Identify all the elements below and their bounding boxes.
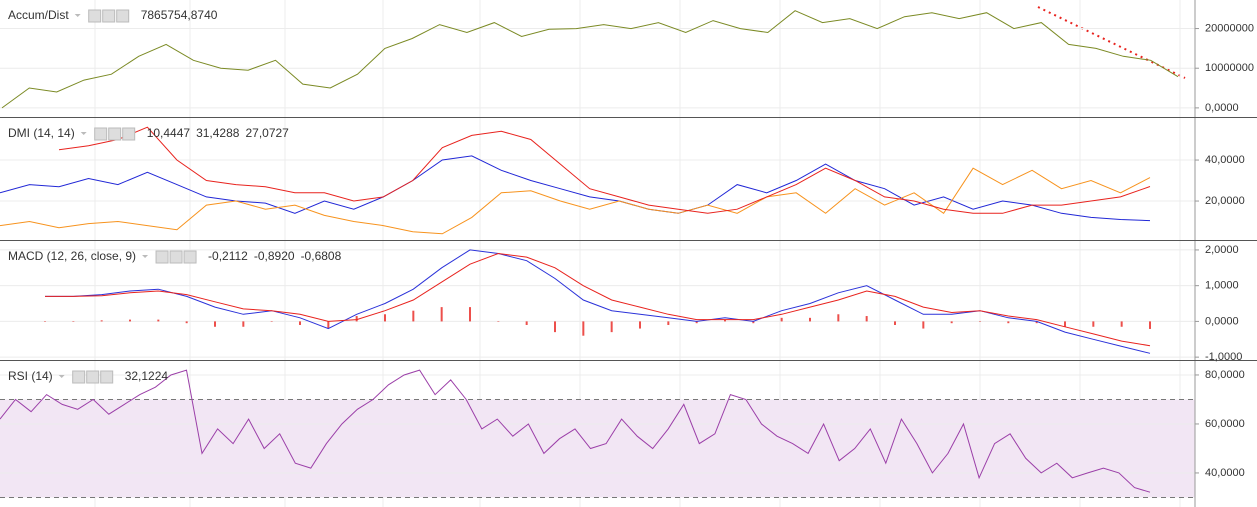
histogram-bar [922,321,925,329]
series-line [45,252,1151,347]
value-label: 10,4447 [147,126,191,140]
histogram-bar [469,307,471,322]
histogram-bar [327,321,330,329]
pane-button[interactable] [108,127,122,141]
dropdown-arrow [58,375,65,378]
value-label: 27,0727 [245,126,289,140]
histogram-bar [667,321,670,325]
y-tick-label: 10000000 [1205,62,1254,74]
y-tick-label: -1,0000 [1205,351,1242,363]
histogram-bar [1035,321,1038,324]
histogram-bar [1007,321,1010,324]
value-label: -0,6808 [301,249,342,263]
histogram-bar [837,314,840,322]
histogram-bar [979,321,981,322]
y-tick-label: 20,0000 [1205,195,1245,207]
pane-button[interactable] [155,250,169,264]
pane-button[interactable] [116,9,130,23]
y-tick-label: 0,0000 [1205,315,1239,327]
value-label: -0,8920 [254,249,295,263]
histogram-bar [440,307,443,322]
histogram-bar [525,321,528,325]
dropdown-arrow [80,132,87,135]
rsi-band [0,399,1195,498]
pane-button[interactable] [88,9,102,23]
pane-button[interactable] [183,250,197,264]
histogram-bar [554,321,556,333]
histogram-bar [100,320,103,322]
y-tick-label: 40,0000 [1205,154,1245,166]
pane-title: DMI (14, 14) [8,126,75,140]
value-label: 32,1224 [125,369,169,383]
histogram-bar [355,316,358,322]
histogram-bar [780,317,783,322]
histogram-bar [894,321,896,325]
histogram-bar [214,321,216,327]
histogram-bar [270,321,273,322]
pane-button[interactable] [122,127,136,141]
series-line [58,126,1151,214]
histogram-bar [412,310,415,322]
y-tick-label: 80,0000 [1205,369,1245,381]
pane-button[interactable] [102,9,116,23]
y-tick-label: 1,0000 [1205,280,1239,292]
y-tick-label: 2,0000 [1205,244,1239,256]
value-label: -0,2112 [208,249,248,263]
y-tick-label: 60,0000 [1205,418,1245,430]
histogram-bar [950,321,953,324]
header-layer: Accum/Dist 7865754,8740 DMI (14, 14) 10,444… [8,8,342,384]
histogram-bar [1120,321,1123,327]
histogram-bar [639,321,641,329]
histogram-bar [724,319,726,322]
histogram-bar [1092,321,1095,327]
y-tick-label: 0,0000 [1205,102,1239,114]
histogram-bar [299,321,301,325]
histogram-bar [1149,321,1151,329]
histogram-bar [865,316,868,322]
histogram-bar [384,314,386,322]
histogram-bar [497,321,500,322]
dropdown-arrow [74,14,81,17]
value-label: 7865754,8740 [141,8,218,22]
histogram-bar [1064,321,1066,327]
histogram-bar [610,321,613,333]
histogram-bar [72,321,75,322]
histogram-bar [129,319,131,322]
pane-button[interactable] [94,127,108,141]
series-line [0,167,1151,235]
pane-button[interactable] [86,370,100,384]
histogram-bar [582,321,585,336]
pane-title: RSI (14) [8,369,53,383]
histogram-bar [242,321,245,327]
value-label: 31,4288 [196,126,240,140]
histogram-bar [157,319,160,322]
histogram-bar [752,321,755,324]
y-tick-label: 20000000 [1205,22,1254,34]
y-tick-label: 40,0000 [1205,467,1245,479]
histogram-bar [44,321,46,322]
pane-button[interactable] [72,370,86,384]
series-line [45,249,1151,354]
histogram-bar [695,321,698,324]
dropdown-arrow [142,255,149,258]
grid-layer [0,0,1195,507]
histogram-bar [185,321,188,324]
pane-button[interactable] [100,370,114,384]
pane-title: MACD (12, 26, close, 9) [8,249,136,263]
series-line [1,10,1179,109]
pane-button[interactable] [169,250,183,264]
histogram-bar [809,317,811,322]
series-line [0,155,1151,222]
series-line [0,369,1151,493]
pane-title: Accum/Dist [8,8,69,22]
